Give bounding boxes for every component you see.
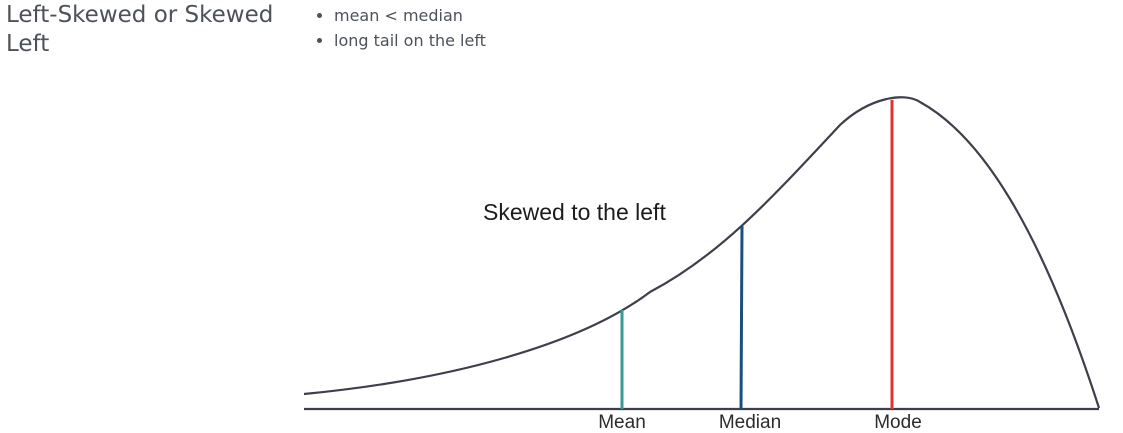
- median-label: Median: [719, 412, 781, 433]
- median-marker-line: [739, 225, 744, 410]
- mean-label: Mean: [598, 412, 646, 433]
- distribution-curve: [303, 96, 1101, 409]
- bullet-item-long-tail: long tail on the left: [334, 28, 486, 53]
- diagram-caption: Skewed to the left: [483, 199, 666, 225]
- bullet-list: mean < median long tail on the left: [316, 3, 486, 53]
- section-title: Left-Skewed or Skewed Left: [6, 2, 274, 57]
- mode-label: Mode: [874, 412, 922, 433]
- bullet-item-mean-median: mean < median: [334, 3, 486, 28]
